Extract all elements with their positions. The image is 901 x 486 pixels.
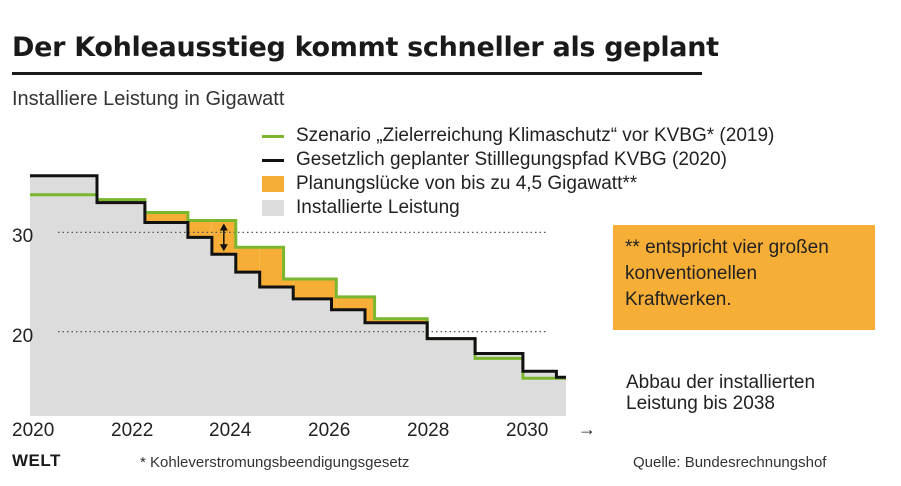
legend-label-gap: Planungslücke von bis zu 4,5 Gigawatt** xyxy=(296,173,638,194)
planning-gap-segment xyxy=(384,318,428,323)
installed-capacity-area xyxy=(30,175,566,416)
planning-gap-segment xyxy=(293,279,332,299)
legend-swatch-gap xyxy=(262,176,284,192)
y-tick-20: 20 xyxy=(12,326,34,347)
gap-arrow-head-down xyxy=(219,244,228,252)
legend-label-black: Gesetzlich geplanter Stilllegungspfad KV… xyxy=(296,149,727,170)
legend-swatch-installed xyxy=(262,200,284,216)
chart-subtitle: Installiere Leistung in Gigawatt xyxy=(12,88,285,110)
note-box: ** entspricht vier großen konventionelle… xyxy=(613,225,875,330)
planning-gap-segment xyxy=(187,220,212,238)
series-line-black xyxy=(30,174,566,379)
planning-gap-segment xyxy=(235,247,260,273)
x-tick-2026: 2026 xyxy=(308,420,351,441)
title-rule xyxy=(12,72,702,75)
planning-gap-segment xyxy=(144,212,188,223)
x-tick-2022: 2022 xyxy=(111,420,154,441)
x-tick-2030: 2030 xyxy=(506,420,549,441)
arrow-right-icon: → xyxy=(578,419,596,439)
abbau-annotation: Abbau der installierten Leistung bis 203… xyxy=(626,372,816,414)
planning-gap-segment xyxy=(365,296,375,323)
legend-swatch-green xyxy=(262,134,284,138)
legend-item-gap: Planungslücke von bis zu 4,5 Gigawatt** xyxy=(262,172,774,196)
planning-gap-segment xyxy=(283,279,294,287)
legend-item-green: Szenario „Zielerreichung Klimaschutz“ vo… xyxy=(262,124,774,148)
gap-arrow-head-up xyxy=(219,223,228,231)
planning-gap-segment xyxy=(374,318,385,323)
y-tick-30: 30 xyxy=(12,226,34,247)
x-tick-2028: 2028 xyxy=(407,420,450,441)
legend-label-green: Szenario „Zielerreichung Klimaschutz“ vo… xyxy=(296,125,775,146)
legend-item-black: Gesetzlich geplanter Stilllegungspfad KV… xyxy=(262,148,774,172)
source-note: Quelle: Bundesrechnungshof xyxy=(633,454,827,471)
planning-gap-segment xyxy=(331,279,337,310)
legend-swatch-black xyxy=(262,158,284,162)
welt-logo: WELT xyxy=(12,451,61,470)
chart-title: Der Kohleausstieg kommt schneller als ge… xyxy=(12,32,719,63)
planning-gap-segment xyxy=(259,247,284,287)
footnote: * Kohleverstromungsbeendigungsgesetz xyxy=(140,454,410,471)
x-tick-2020: 2020 xyxy=(12,420,55,441)
legend: Szenario „Zielerreichung Klimaschutz“ vo… xyxy=(262,124,774,220)
planning-gap-segment xyxy=(336,296,365,310)
legend-item-installed: Installierte Leistung xyxy=(262,196,774,220)
x-tick-2024: 2024 xyxy=(209,420,252,441)
legend-label-installed: Installierte Leistung xyxy=(296,197,460,218)
